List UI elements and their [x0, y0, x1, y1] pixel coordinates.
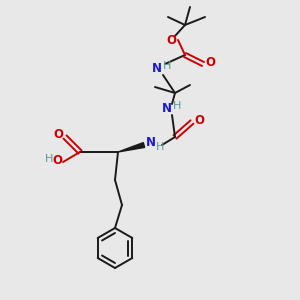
- Text: N: N: [162, 103, 172, 116]
- Polygon shape: [118, 142, 145, 152]
- Text: O: O: [53, 128, 63, 142]
- Text: H: H: [156, 142, 164, 152]
- Text: H: H: [45, 154, 53, 164]
- Text: H: H: [173, 101, 181, 111]
- Text: N: N: [152, 62, 162, 76]
- Text: O: O: [166, 34, 176, 46]
- Text: O: O: [52, 154, 62, 167]
- Text: O: O: [205, 56, 215, 70]
- Text: N: N: [146, 136, 156, 149]
- Text: H: H: [163, 61, 171, 71]
- Text: O: O: [194, 115, 204, 128]
